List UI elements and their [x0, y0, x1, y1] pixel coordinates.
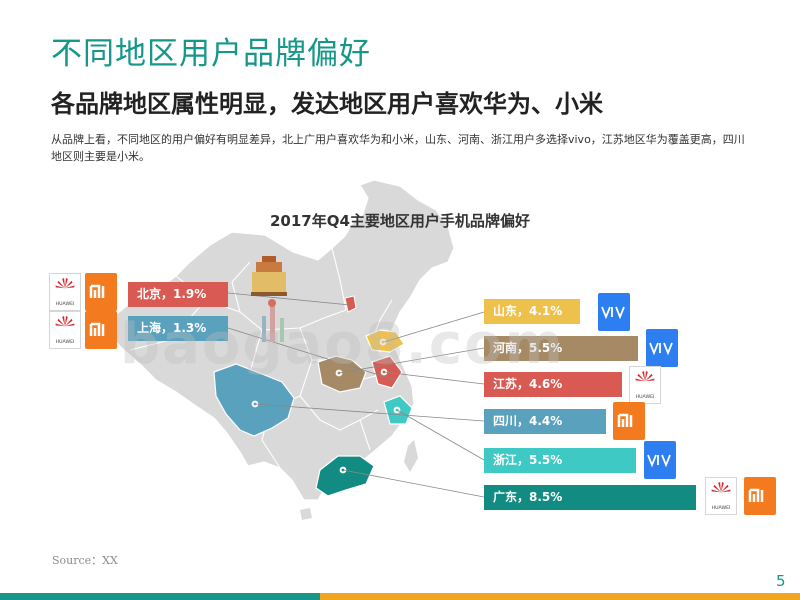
- region-zhejiang: [383, 395, 413, 425]
- region-beijing: [344, 295, 357, 313]
- region-label: 河南，5.5%: [493, 341, 563, 355]
- region-label: 上海，1.3%: [137, 321, 207, 335]
- region-taiwan: [404, 440, 418, 472]
- huawei-wordmark: HUAWEI: [56, 301, 75, 307]
- region-label: 江苏，4.6%: [493, 377, 563, 391]
- huawei-logo: HUAWEI: [629, 366, 661, 404]
- mi-icon: [89, 322, 105, 336]
- vivo-icon: [601, 306, 625, 320]
- region-bar-guangdong: 广东，8.5%: [484, 485, 696, 510]
- huawei-icon: HUAWEI: [712, 481, 731, 511]
- huawei-logo: HUAWEI: [49, 273, 81, 311]
- region-label: 广东，8.5%: [493, 490, 563, 504]
- region-bar-henan: 河南，5.5%: [484, 336, 638, 361]
- slide-description: 从品牌上看，不同地区的用户偏好有明显差异，北上广用户喜欢华为和小米，山东、河南、…: [51, 133, 745, 163]
- huawei-logo: HUAWEI: [49, 311, 81, 349]
- watermark: baogao8.com: [120, 312, 565, 377]
- landmark-illustration: [251, 256, 287, 342]
- region-label: 北京，1.9%: [137, 287, 207, 301]
- xiaomi-logo: [744, 477, 776, 515]
- region-bar-zhejiang: 浙江，5.5%: [484, 448, 636, 473]
- region-label: 四川，4.4%: [493, 414, 563, 428]
- mi-icon: [748, 488, 764, 502]
- huawei-icon: HUAWEI: [56, 315, 75, 345]
- huawei-wordmark: HUAWEI: [56, 339, 75, 345]
- region-guangdong: [315, 455, 375, 497]
- region-label: 山东，4.1%: [493, 304, 563, 318]
- region-bar-sichuan: 四川，4.4%: [484, 409, 606, 434]
- huawei-logo: HUAWEI: [705, 477, 737, 515]
- region-sichuan: [213, 363, 295, 437]
- region-markers: [251, 338, 401, 474]
- leader-lines: [227, 292, 485, 498]
- mi-icon: [89, 284, 105, 298]
- xiaomi-logo: [85, 311, 117, 349]
- xiaomi-logo: [613, 402, 645, 440]
- vivo-logo: [646, 329, 678, 367]
- vivo-icon: [647, 454, 671, 468]
- page-number: 5: [776, 572, 786, 590]
- region-bar-beijing: 北京，1.9%: [128, 282, 228, 307]
- huawei-wordmark: HUAWEI: [636, 394, 655, 400]
- slide-subtitle: 各品牌地区属性明显，发达地区用户喜欢华为、小米: [51, 90, 603, 118]
- region-hainan: [300, 508, 312, 520]
- xiaomi-logo: [85, 273, 117, 311]
- footer-bar-primary: [0, 593, 320, 600]
- region-bar-shandong: 山东，4.1%: [484, 299, 580, 324]
- huawei-icon: HUAWEI: [636, 370, 655, 400]
- region-bar-shanghai: 上海，1.3%: [128, 316, 228, 341]
- huawei-icon: HUAWEI: [56, 277, 75, 307]
- huawei-wordmark: HUAWEI: [712, 505, 731, 511]
- footer-bar-secondary: [320, 593, 800, 600]
- mi-icon: [617, 413, 633, 427]
- region-label: 浙江，5.5%: [493, 453, 563, 467]
- vivo-logo: [644, 441, 676, 479]
- slide-title: 不同地区用户品牌偏好: [51, 36, 371, 72]
- region-bar-jiangsu: 江苏，4.6%: [484, 372, 622, 397]
- source-note: Source：XX: [52, 554, 118, 567]
- vivo-logo: [598, 293, 630, 331]
- footer-bar: [0, 593, 800, 600]
- vivo-icon: [649, 342, 673, 356]
- chart-title: 2017年Q4主要地区用户手机品牌偏好: [270, 212, 530, 230]
